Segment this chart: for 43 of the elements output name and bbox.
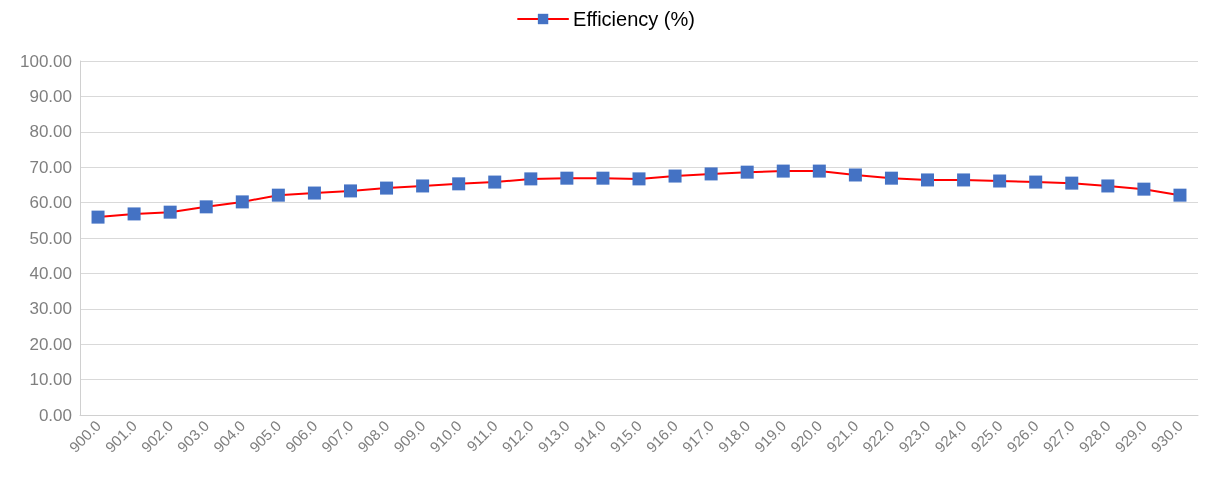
point: [127, 207, 141, 221]
y-tick-label: 60.00: [29, 193, 72, 213]
point: [416, 179, 430, 193]
point: [776, 164, 790, 178]
point: [452, 177, 466, 191]
y-tick-label: 50.00: [29, 228, 72, 248]
point: [524, 172, 538, 186]
point: [1173, 188, 1187, 202]
point: [1101, 179, 1115, 193]
point: [1065, 176, 1079, 190]
point: [343, 184, 357, 198]
point: [704, 167, 718, 181]
point: [488, 175, 502, 189]
point: [91, 210, 105, 224]
point: [1137, 182, 1151, 196]
point: [235, 195, 249, 209]
point: [993, 174, 1007, 188]
point: [163, 205, 177, 219]
y-tick-label: 100.00: [20, 51, 72, 71]
point: [957, 173, 971, 187]
point: [380, 181, 394, 195]
point: [199, 200, 213, 214]
legend-label: Efficiency (%): [573, 8, 695, 30]
y-tick-label: 80.00: [29, 122, 72, 142]
point: [921, 173, 935, 187]
point: [596, 171, 610, 185]
point: [307, 186, 321, 200]
y-tick-label: 70.00: [29, 157, 72, 177]
y-tick-label: 40.00: [29, 263, 72, 283]
point: [271, 188, 285, 202]
point: [668, 169, 682, 183]
y-tick-label: 30.00: [29, 299, 72, 319]
point: [848, 168, 862, 182]
point: [560, 171, 574, 185]
y-tick-label: 10.00: [29, 370, 72, 390]
point: [884, 171, 898, 185]
point: [740, 165, 754, 179]
point: [812, 164, 826, 178]
y-tick-label: 20.00: [29, 334, 72, 354]
point: [1029, 175, 1043, 189]
y-tick-label: 90.00: [29, 86, 72, 106]
point: [632, 172, 646, 186]
y-tick-label: 0.00: [38, 405, 72, 425]
